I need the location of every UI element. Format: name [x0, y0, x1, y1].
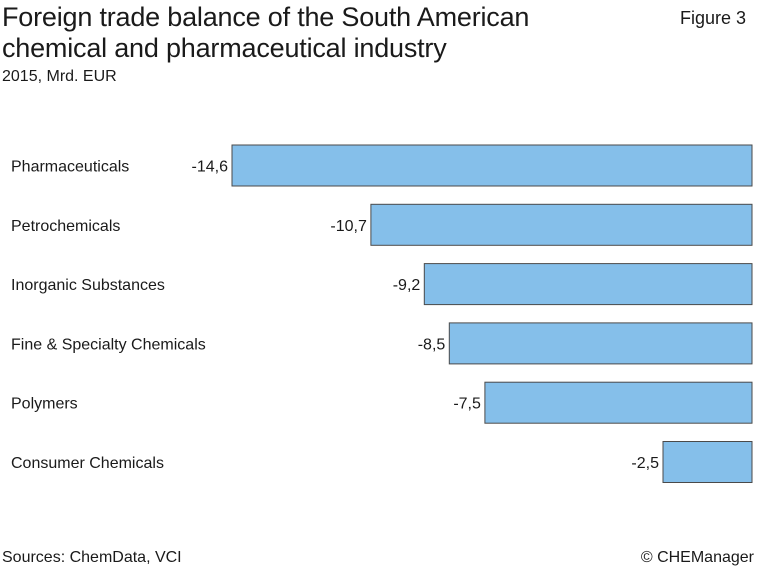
value-label: -9,2 — [393, 277, 421, 294]
bar-5 — [662, 441, 753, 483]
value-label: -10,7 — [330, 218, 367, 235]
category-label: Inorganic Substances — [11, 277, 165, 294]
chart-subtitle: 2015, Mrd. EUR — [2, 68, 117, 85]
bar-0 — [231, 144, 753, 187]
bar-1 — [370, 203, 753, 246]
chart-title: Foreign trade balance of the South Ameri… — [2, 2, 530, 63]
figure-number: Figure 3 — [679, 8, 746, 28]
value-label: -14,6 — [192, 159, 229, 176]
value-label: -7,5 — [453, 396, 481, 413]
bar-3 — [448, 322, 753, 365]
category-label: Petrochemicals — [11, 218, 120, 235]
category-label: Fine & Specialty Chemicals — [11, 336, 206, 353]
category-label: Pharmaceuticals — [11, 159, 129, 176]
value-label: -2,5 — [631, 455, 659, 472]
category-label: Consumer Chemicals — [11, 455, 164, 472]
sources-note: Sources: ChemData, VCI — [2, 549, 182, 566]
value-label: -8,5 — [418, 336, 446, 353]
bar-4 — [484, 381, 753, 424]
bar-2 — [423, 263, 753, 306]
copyright-credit: © CHEManager — [640, 549, 754, 566]
category-label: Polymers — [11, 396, 78, 413]
